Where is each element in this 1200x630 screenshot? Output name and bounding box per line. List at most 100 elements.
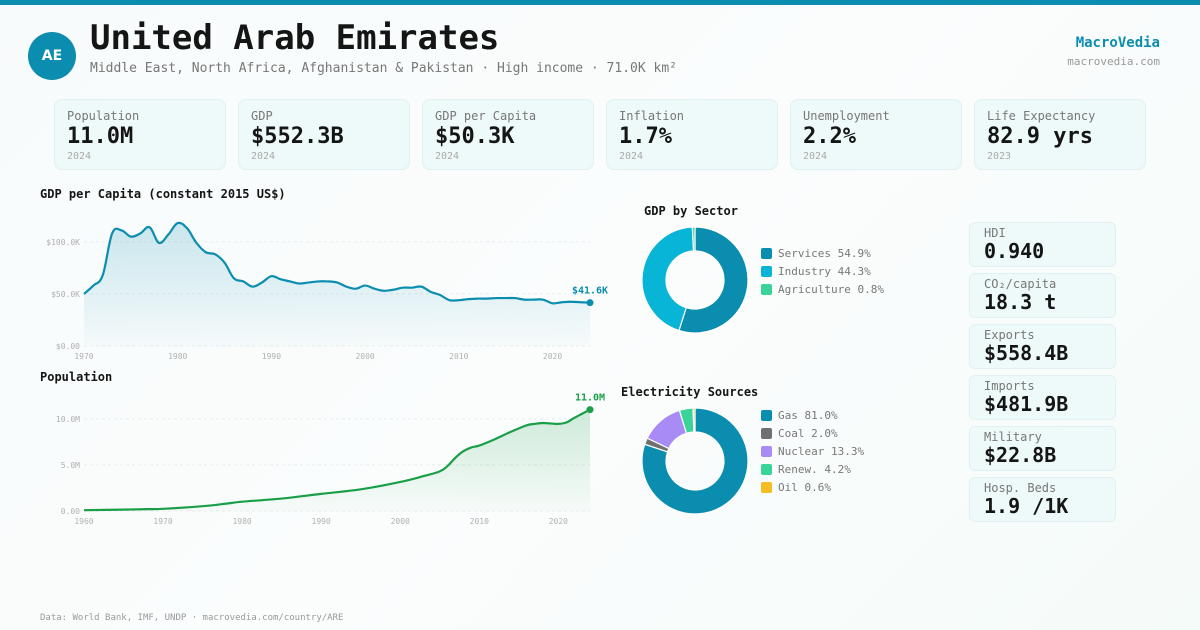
page-title: United Arab Emirates xyxy=(90,18,500,58)
donut-slice-industry xyxy=(641,226,695,332)
side-stat-value: 18.3 t xyxy=(984,290,1057,314)
legend-item-oil: Oil 0.6% xyxy=(761,478,864,496)
page-subtitle: Middle East, North Africa, Afghanistan &… xyxy=(90,61,677,76)
x-tick-label: 1960 xyxy=(74,517,93,526)
stat-value: 1.7% xyxy=(619,124,672,149)
stat-year: 2024 xyxy=(435,151,460,162)
y-tick-label: 0.00 xyxy=(61,507,80,516)
legend-swatch xyxy=(761,265,772,277)
donut-slice-gas xyxy=(641,407,749,515)
x-tick-label: 1970 xyxy=(74,352,93,361)
x-tick-label: 2020 xyxy=(543,352,562,361)
stat-label: GDP xyxy=(251,109,273,123)
legend-item-gas: Gas 81.0% xyxy=(761,406,864,424)
population-line xyxy=(83,408,591,512)
legend-item-nuclear: Nuclear 13.3% xyxy=(761,442,864,460)
legend-label: Gas 81.0% xyxy=(778,408,838,422)
key-stats-row: Population 11.0M 2024 GDP $552.3B 2024 G… xyxy=(54,99,1146,170)
legend-label: Coal 2.0% xyxy=(778,426,838,440)
side-stat-label: CO₂/capita xyxy=(984,277,1057,291)
stat-value: 2.2% xyxy=(803,124,856,149)
legend-swatch xyxy=(761,283,772,295)
side-stat-label: Imports xyxy=(984,379,1035,393)
side-card-exports: Exports $558.4B xyxy=(969,324,1116,369)
stat-value: 82.9 yrs xyxy=(987,124,1093,149)
gdp-per-capita-end-point xyxy=(586,299,594,307)
stat-year: 2024 xyxy=(67,151,92,162)
side-stat-label: Military xyxy=(984,430,1042,444)
stat-label: Population xyxy=(67,109,140,123)
gdp-per-capita-chart: $0.00 $50.0K $100.0K 1970 1980 1990 2000 2010 20… xyxy=(46,221,608,361)
gdp-per-capita-area xyxy=(84,222,590,346)
legend-item-agriculture: Agriculture 0.8% xyxy=(761,280,884,298)
legend-label: Services 54.9% xyxy=(778,246,871,260)
x-tick-label: 2010 xyxy=(470,517,489,526)
donut-slice-services xyxy=(678,226,749,334)
population-chart: 0.00 5.0M 10.0M 1960 1970 1980 1990 2000 2010 202… xyxy=(56,393,605,526)
donut-slice-oil xyxy=(692,407,696,433)
stat-card-gdp-per-capita: GDP per Capita $50.3K 2024 xyxy=(422,99,594,170)
stat-value: $552.3B xyxy=(251,124,344,149)
x-tick-label: 1980 xyxy=(232,517,251,526)
side-stat-value: $558.4B xyxy=(984,341,1069,365)
electricity-sources-donut xyxy=(641,407,749,515)
legend-swatch xyxy=(761,427,772,439)
x-tick-label: 1990 xyxy=(312,517,331,526)
stat-card-gdp: GDP $552.3B 2024 xyxy=(238,99,410,170)
x-tick-label: 2000 xyxy=(355,352,374,361)
y-tick-label: $100.0K xyxy=(46,238,80,247)
population-area xyxy=(84,409,590,511)
side-card-co2: CO₂/capita 18.3 t xyxy=(969,273,1116,318)
stat-label: Life Expectancy xyxy=(987,109,1096,123)
gdp-by-sector-legend: Services 54.9% Industry 44.3% Agricultur… xyxy=(761,244,884,298)
gdp-per-capita-end-label: $41.6K xyxy=(572,286,608,297)
brand-url-link[interactable]: macrovedia.com xyxy=(1067,55,1160,68)
gdp-by-sector-donut xyxy=(641,226,749,334)
donut-slice-agriculture xyxy=(691,226,696,252)
population-chart-title: Population xyxy=(40,370,113,384)
stat-year: 2024 xyxy=(251,151,276,162)
y-tick-label: 10.0M xyxy=(56,415,80,424)
secondary-stats-column: HDI 0.940 CO₂/capita 18.3 t Exports $558… xyxy=(969,222,1116,522)
stat-value: $50.3K xyxy=(435,124,515,149)
legend-item-industry: Industry 44.3% xyxy=(761,262,884,280)
country-code: AE xyxy=(41,48,63,64)
x-tick-label: 1980 xyxy=(168,352,187,361)
brand-logo[interactable]: MacroVedia xyxy=(1075,35,1160,51)
y-tick-label: $50.0K xyxy=(51,290,80,299)
gdp-per-capita-chart-title: GDP per Capita (constant 2015 US$) xyxy=(40,187,286,201)
side-stat-value: 1.9 /1K xyxy=(984,494,1069,518)
side-stat-value: 0.940 xyxy=(984,239,1045,263)
legend-label: Industry 44.3% xyxy=(778,264,871,278)
side-stat-value: $481.9B xyxy=(984,392,1069,416)
legend-swatch xyxy=(761,463,772,475)
legend-label: Oil 0.6% xyxy=(778,480,831,494)
population-end-point xyxy=(586,406,594,414)
legend-swatch xyxy=(761,409,772,421)
stat-year: 2024 xyxy=(803,151,828,162)
stat-year: 2024 xyxy=(619,151,644,162)
side-card-imports: Imports $481.9B xyxy=(969,375,1116,420)
country-code-avatar: AE xyxy=(28,32,76,80)
top-accent-bar xyxy=(0,0,1200,5)
legend-label: Agriculture 0.8% xyxy=(778,282,884,296)
side-stat-label: Exports xyxy=(984,328,1035,342)
data-source-footer: Data: World Bank, IMF, UNDP · macrovedia… xyxy=(40,613,344,623)
population-end-label: 11.0M xyxy=(575,393,605,404)
y-tick-label: 5.0M xyxy=(61,461,80,470)
side-stat-value: $22.8B xyxy=(984,443,1057,467)
legend-item-coal: Coal 2.0% xyxy=(761,424,864,442)
legend-item-renewables: Renew. 4.2% xyxy=(761,460,864,478)
x-tick-label: 2010 xyxy=(449,352,468,361)
gdp-by-sector-chart-title: GDP by Sector xyxy=(644,204,738,218)
stat-value: 11.0M xyxy=(67,124,134,149)
x-tick-label: 2000 xyxy=(391,517,410,526)
legend-swatch xyxy=(761,481,772,493)
side-stat-label: HDI xyxy=(984,226,1006,240)
side-card-hdi: HDI 0.940 xyxy=(969,222,1116,267)
electricity-sources-chart-title: Electricity Sources xyxy=(621,385,759,399)
stat-label: Inflation xyxy=(619,109,685,123)
stat-year: 2023 xyxy=(987,151,1012,162)
side-stat-label: Hosp. Beds xyxy=(984,481,1057,495)
